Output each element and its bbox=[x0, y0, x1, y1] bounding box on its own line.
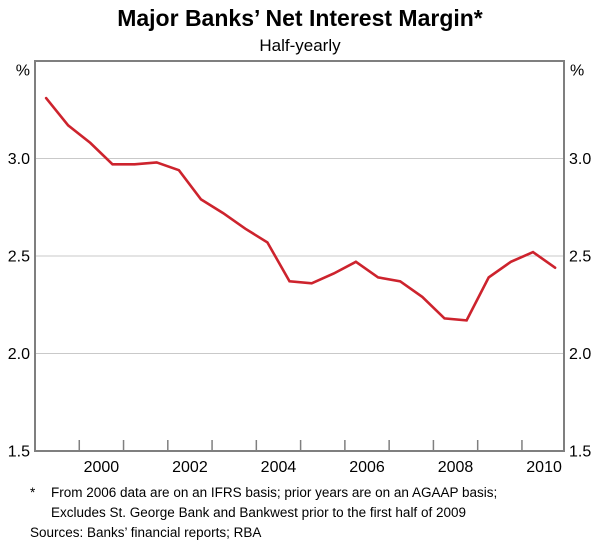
y-axis-label-right: 2.0 bbox=[569, 346, 591, 363]
sources-line: Sources: Banks’ financial reports; RBA bbox=[30, 525, 262, 540]
chart-subtitle: Half-yearly bbox=[259, 36, 341, 55]
x-axis-label: 2006 bbox=[349, 459, 385, 476]
footnote-marker: * bbox=[30, 485, 36, 500]
y-axis-label-left: 2.5 bbox=[8, 249, 30, 266]
footnote-line: Excludes St. George Bank and Bankwest pr… bbox=[51, 505, 466, 520]
data-line bbox=[44, 96, 557, 322]
y-axis-label-right: 2.5 bbox=[569, 249, 591, 266]
percent-label-right: % bbox=[570, 63, 584, 80]
x-axis-label: 2000 bbox=[84, 459, 120, 476]
percent-label-left: % bbox=[16, 63, 30, 80]
y-axis-label-left: 2.0 bbox=[8, 346, 30, 363]
chart-title: Major Banks’ Net Interest Margin* bbox=[117, 5, 483, 31]
x-axis-label: 2004 bbox=[261, 459, 297, 476]
footnote: * From 2006 data are on an IFRS basis; p… bbox=[30, 483, 586, 523]
y-axis-label-right: 3.0 bbox=[569, 151, 591, 168]
y-axis-label-right: 1.5 bbox=[569, 444, 591, 461]
x-axis-label: 2008 bbox=[438, 459, 474, 476]
y-axis-label-left: 3.0 bbox=[8, 151, 30, 168]
x-axis-label: 2002 bbox=[172, 459, 208, 476]
y-axis-label-left: 1.5 bbox=[8, 444, 30, 461]
x-axis-label: 2010 bbox=[526, 459, 562, 476]
footnote-text: From 2006 data are on an IFRS basis; pri… bbox=[51, 483, 497, 523]
footnote-line: From 2006 data are on an IFRS basis; pri… bbox=[51, 485, 498, 500]
plot-box bbox=[34, 60, 565, 452]
